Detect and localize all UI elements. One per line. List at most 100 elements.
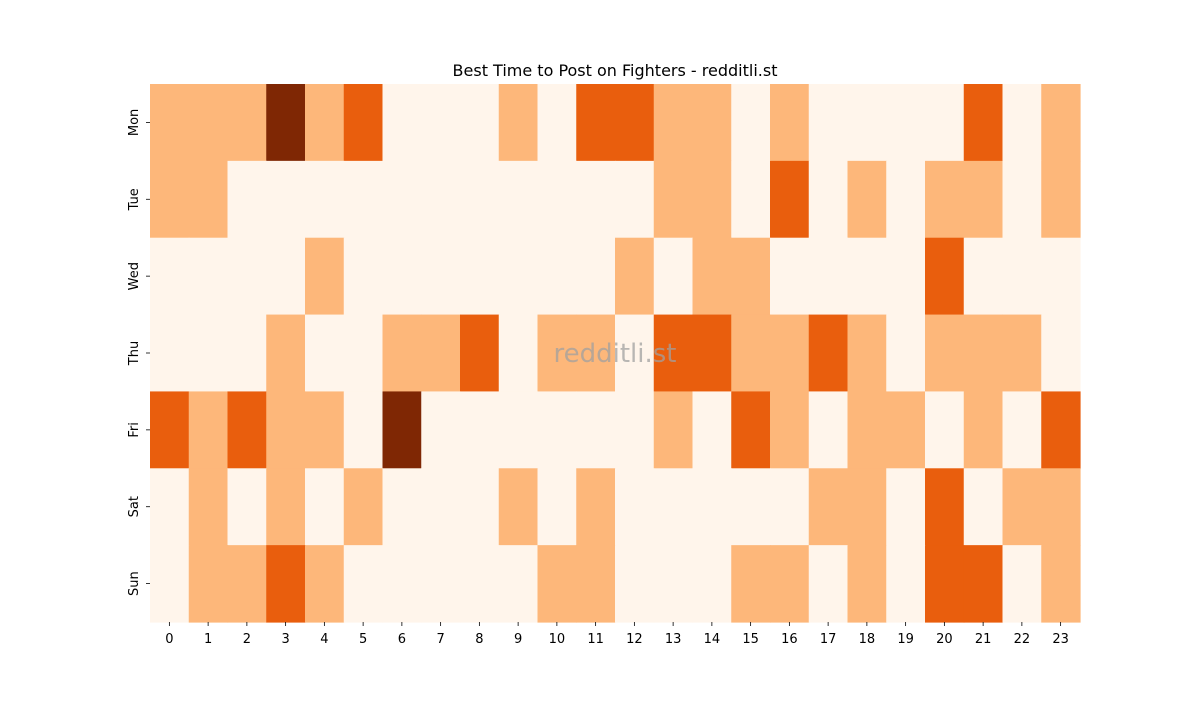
heatmap-cell-thu-19 (886, 314, 926, 393)
heatmap-cell-thu-13 (653, 314, 694, 393)
heatmap-cell-wed-20 (925, 237, 965, 316)
heatmap-cell-mon-5 (343, 84, 384, 162)
heatmap-cell-fri-3 (266, 391, 306, 469)
heatmap-cell-thu-15 (731, 314, 771, 393)
y-axis: Mon Tue Wed Thu Fri Sat Sun (127, 109, 150, 596)
x-tick-label: 1 (204, 632, 212, 647)
y-tick-label: Thu (127, 341, 142, 366)
x-tick-label: 19 (897, 632, 914, 647)
x-tick-label: 12 (626, 632, 643, 647)
heatmap-cell-tue-16 (770, 160, 810, 239)
heatmap-cell-sat-8 (460, 468, 500, 546)
heatmap-cell-fri-20 (925, 391, 965, 469)
heatmap-cell-fri-21 (963, 391, 1004, 469)
heatmap-cell-mon-8 (460, 84, 500, 162)
heatmap-cell-thu-6 (382, 314, 422, 393)
watermark: redditli.st (554, 339, 677, 369)
y-tick-label: Sun (127, 571, 142, 596)
heatmap-cell-thu-22 (1002, 314, 1042, 393)
heatmap-cell-wed-7 (421, 237, 461, 316)
heatmap-cell-sun-3 (266, 545, 306, 623)
heatmap-cell-wed-19 (886, 237, 926, 316)
heatmap-cell-tue-1 (188, 160, 229, 239)
heatmap-cell-fri-18 (847, 391, 887, 469)
heatmap-cell-mon-10 (537, 84, 577, 162)
x-tick-label: 7 (436, 632, 444, 647)
heatmap-cell-thu-8 (460, 314, 500, 393)
heatmap-cell-mon-1 (188, 84, 229, 162)
heatmap-cell-sun-0 (150, 545, 190, 623)
heatmap-cell-wed-9 (498, 237, 539, 316)
heatmap-cell-fri-23 (1041, 391, 1081, 469)
heatmap-cell-sun-15 (731, 545, 771, 623)
heatmap-cell-sat-17 (808, 468, 849, 546)
heatmap-cell-sat-0 (150, 468, 190, 546)
heatmap-cell-thu-2 (227, 314, 267, 393)
y-tick-label: Tue (127, 188, 142, 211)
heatmap-cell-wed-13 (653, 237, 694, 316)
heatmap-cell-wed-12 (615, 237, 655, 316)
heatmap-cell-thu-0 (150, 314, 190, 393)
x-axis: 0 1 2 3 4 5 6 7 8 9 10 11 12 13 14 15 16 17 18 19 20 21 22 23 (165, 622, 1069, 647)
heatmap-cell-wed-2 (227, 237, 267, 316)
heatmap-cell-sat-22 (1002, 468, 1042, 546)
heatmap-cell-mon-13 (653, 84, 694, 162)
x-tick-label: 18 (859, 632, 876, 647)
heatmap-cell-thu-9 (498, 314, 539, 393)
heatmap-cell-thu-16 (770, 314, 810, 393)
heatmap-cell-thu-12 (615, 314, 655, 393)
heatmap-cell-mon-4 (305, 84, 345, 162)
heatmap-cell-thu-5 (343, 314, 384, 393)
x-tick-label: 3 (281, 632, 289, 647)
heatmap-cell-fri-17 (808, 391, 849, 469)
heatmap-cell-tue-21 (963, 160, 1004, 239)
heatmap-cell-tue-4 (305, 160, 345, 239)
heatmap-cell-sat-10 (537, 468, 577, 546)
x-tick-label: 21 (975, 632, 992, 647)
heatmap-cell-thu-20 (925, 314, 965, 393)
heatmap-cell-sat-18 (847, 468, 887, 546)
x-tick-label: 10 (549, 632, 566, 647)
heatmap-cell-tue-20 (925, 160, 965, 239)
heatmap-cell-fri-0 (150, 391, 190, 469)
heatmap-cell-mon-18 (847, 84, 887, 162)
heatmap-cell-fri-4 (305, 391, 345, 469)
heatmap-cell-thu-23 (1041, 314, 1081, 393)
heatmap-cell-mon-21 (963, 84, 1004, 162)
heatmap-cell-fri-10 (537, 391, 577, 469)
heatmap-cell-mon-20 (925, 84, 965, 162)
heatmap-cell-tue-13 (653, 160, 694, 239)
heatmap-cell-wed-10 (537, 237, 577, 316)
heatmap-cell-sun-20 (925, 545, 965, 623)
heatmap-cell-sun-2 (227, 545, 267, 623)
heatmap-cell-fri-22 (1002, 391, 1042, 469)
heatmap-cell-wed-6 (382, 237, 422, 316)
heatmap-cell-fri-8 (460, 391, 500, 469)
heatmap-cell-thu-4 (305, 314, 345, 393)
heatmap-cell-tue-15 (731, 160, 771, 239)
heatmap-cell-sat-20 (925, 468, 965, 546)
heatmap-cell-tue-11 (576, 160, 616, 239)
heatmap-cell-mon-12 (615, 84, 655, 162)
heatmap-cell-fri-7 (421, 391, 461, 469)
heatmap-cell-wed-16 (770, 237, 810, 316)
heatmap-cell-wed-21 (963, 237, 1004, 316)
heatmap-cell-sat-7 (421, 468, 461, 546)
heatmap-cell-mon-22 (1002, 84, 1042, 162)
x-tick-label: 5 (359, 632, 367, 647)
heatmap-cell-sat-11 (576, 468, 616, 546)
heatmap-cell-thu-14 (692, 314, 732, 393)
heatmap-cell-thu-11 (576, 314, 616, 393)
heatmap-cell-wed-22 (1002, 237, 1042, 316)
heatmap-cell-fri-12 (615, 391, 655, 469)
y-tick-label: Fri (127, 422, 142, 438)
heatmap-cell-tue-12 (615, 160, 655, 239)
heatmap-cell-mon-14 (692, 84, 732, 162)
x-tick-label: 4 (320, 632, 328, 647)
heatmap-cell-tue-8 (460, 160, 500, 239)
heatmap-cell-wed-23 (1041, 237, 1081, 316)
heatmap-cell-sat-15 (731, 468, 771, 546)
chart-title: Best Time to Post on Fighters - redditli… (453, 61, 778, 80)
heatmap-cell-sun-6 (382, 545, 422, 623)
